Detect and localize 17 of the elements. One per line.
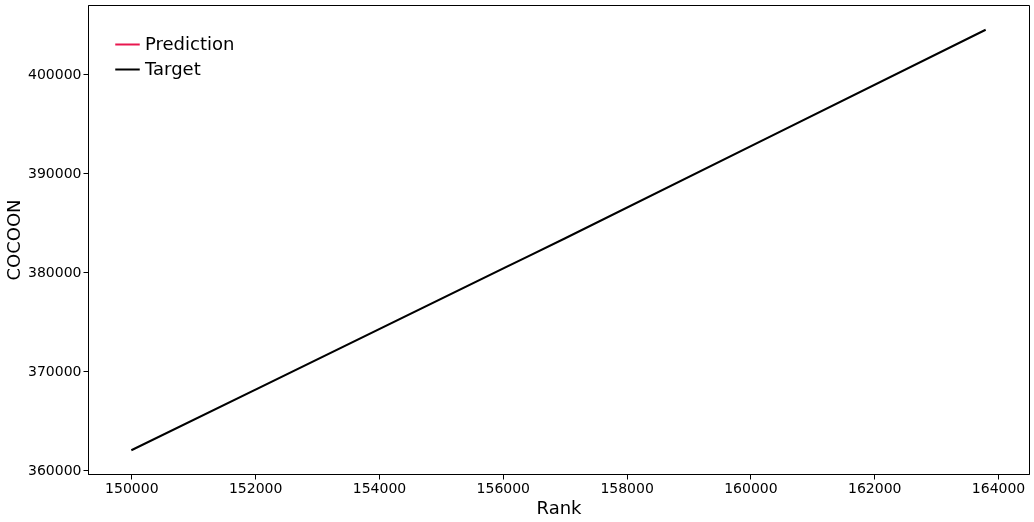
y-tick-label: 390000 xyxy=(28,164,82,181)
x-tick-label: 154000 xyxy=(352,479,407,496)
x-tick-label: 158000 xyxy=(600,479,654,496)
x-tick-label: 164000 xyxy=(971,479,1026,496)
x-axis-title: Rank xyxy=(536,496,583,518)
x-tick-label: 162000 xyxy=(848,479,902,496)
x-tick-label: 160000 xyxy=(724,479,778,496)
legend-label: Prediction xyxy=(145,32,235,54)
y-tick-label: 360000 xyxy=(28,461,82,478)
y-axis-title: COCOON xyxy=(3,199,25,281)
x-tick-label: 152000 xyxy=(228,479,283,496)
x-tick-label: 156000 xyxy=(476,479,531,496)
legend-label: Target xyxy=(144,57,201,79)
x-tick-label: 150000 xyxy=(105,479,159,496)
y-tick-label: 380000 xyxy=(28,263,82,280)
y-tick-label: 400000 xyxy=(28,65,82,82)
y-tick-label: 370000 xyxy=(28,362,82,379)
